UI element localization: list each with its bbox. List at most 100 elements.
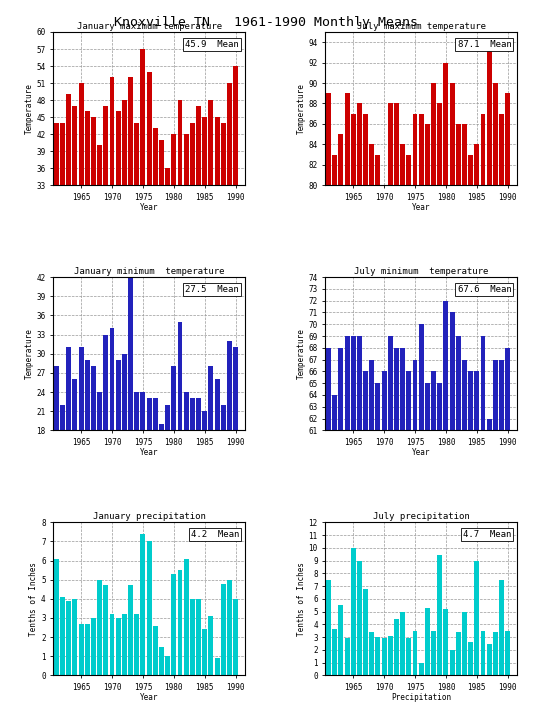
Bar (97, 146, 102, 373)
Bar (91, 366, 96, 545)
Bar (394, 348, 399, 711)
Bar (172, 366, 176, 545)
Bar (332, 629, 337, 675)
Bar (196, 398, 201, 545)
Bar (456, 336, 461, 711)
Bar (54, 123, 59, 373)
Bar (110, 328, 115, 545)
Bar (165, 405, 170, 545)
X-axis label: Year: Year (412, 203, 431, 212)
Bar (159, 424, 164, 545)
Bar (79, 348, 84, 545)
Bar (431, 631, 436, 675)
Bar (72, 106, 77, 373)
Bar (208, 100, 213, 373)
Bar (153, 129, 158, 373)
Title: January minimum  temperature: January minimum temperature (74, 267, 224, 277)
X-axis label: Year: Year (140, 203, 158, 212)
Bar (141, 534, 146, 675)
Bar (443, 609, 448, 675)
Bar (128, 277, 133, 545)
Bar (128, 585, 133, 675)
Bar (388, 636, 393, 675)
Bar (406, 154, 411, 711)
Bar (177, 100, 182, 373)
Bar (450, 83, 455, 711)
Bar (54, 559, 59, 675)
Bar (375, 637, 381, 675)
Bar (147, 398, 151, 545)
Bar (505, 631, 510, 675)
Bar (60, 405, 65, 545)
Bar (375, 154, 381, 711)
Bar (79, 624, 84, 675)
Bar (172, 574, 176, 675)
Bar (363, 114, 368, 711)
Bar (116, 360, 120, 545)
Bar (351, 114, 356, 711)
Bar (332, 395, 337, 711)
Y-axis label: Temperature: Temperature (297, 83, 306, 134)
Bar (351, 547, 356, 675)
Bar (369, 144, 374, 711)
Bar (413, 631, 417, 675)
Bar (462, 611, 467, 675)
Bar (400, 144, 405, 711)
Bar (419, 114, 424, 711)
Bar (505, 348, 510, 711)
Bar (196, 599, 201, 675)
Bar (450, 650, 455, 675)
Bar (190, 398, 195, 545)
Bar (382, 638, 386, 675)
Bar (326, 93, 331, 711)
Bar (72, 599, 77, 675)
Bar (505, 93, 510, 711)
Bar (437, 383, 442, 711)
Bar (122, 354, 127, 545)
Bar (66, 95, 71, 373)
Bar (419, 663, 424, 675)
Bar (443, 63, 448, 711)
Bar (344, 638, 350, 675)
Bar (493, 632, 498, 675)
Bar (425, 124, 430, 711)
Bar (357, 560, 362, 675)
Bar (184, 392, 189, 545)
Bar (177, 322, 182, 545)
Bar (134, 392, 139, 545)
Bar (431, 371, 436, 711)
Bar (419, 324, 424, 711)
Text: 27.5  Mean: 27.5 Mean (185, 285, 239, 294)
Y-axis label: Tenths of Inches: Tenths of Inches (29, 562, 38, 636)
Title: July minimum  temperature: July minimum temperature (354, 267, 488, 277)
Bar (190, 599, 195, 675)
Bar (468, 154, 473, 711)
Bar (431, 83, 436, 711)
Bar (474, 371, 479, 711)
X-axis label: Precipitation: Precipitation (391, 693, 451, 702)
Bar (91, 117, 96, 373)
Bar (184, 134, 189, 373)
Bar (443, 301, 448, 711)
Bar (357, 336, 362, 711)
Bar (215, 379, 220, 545)
Bar (413, 114, 417, 711)
Y-axis label: Temperature: Temperature (25, 328, 34, 379)
Bar (406, 371, 411, 711)
Bar (147, 541, 151, 675)
Bar (165, 656, 170, 675)
Bar (159, 140, 164, 373)
Bar (97, 392, 102, 545)
Bar (85, 112, 90, 373)
Bar (338, 605, 343, 675)
Bar (227, 341, 232, 545)
Bar (388, 104, 393, 711)
Text: 87.1  Mean: 87.1 Mean (457, 40, 511, 48)
Bar (172, 134, 176, 373)
Bar (487, 42, 491, 711)
Bar (499, 114, 504, 711)
Bar (116, 618, 120, 675)
Bar (128, 77, 133, 373)
Bar (202, 629, 207, 675)
Bar (493, 83, 498, 711)
